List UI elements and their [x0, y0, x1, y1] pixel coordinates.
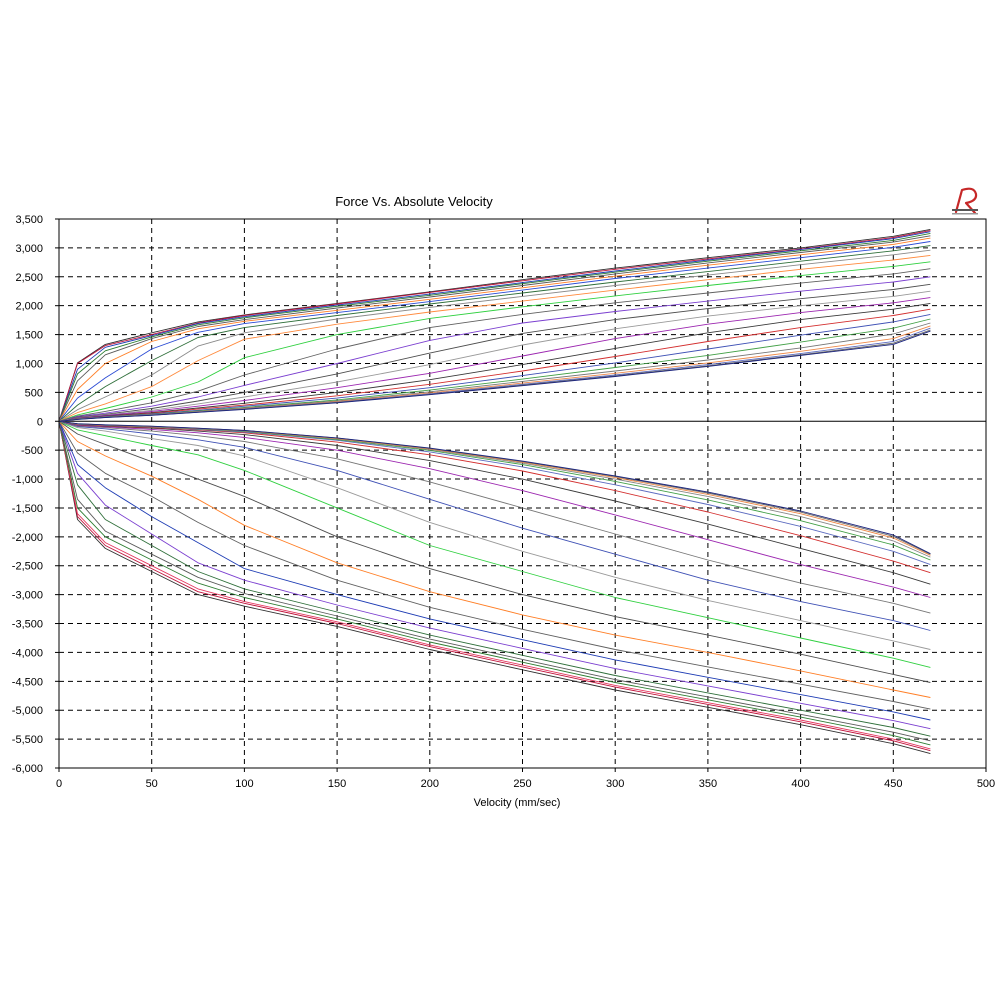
series-line-29 — [58, 421, 931, 746]
series-line-34 — [58, 421, 931, 710]
chart-title: Force Vs. Absolute Velocity — [335, 194, 493, 209]
x-tick-label: 400 — [791, 778, 809, 790]
series-line-33 — [58, 421, 931, 721]
y-tick-label: 1,000 — [15, 358, 43, 370]
series-line-5 — [58, 235, 931, 422]
y-tick-label: -500 — [21, 445, 43, 457]
series-line-49 — [58, 420, 931, 555]
series-line-9 — [58, 249, 931, 422]
y-tick-label: 2,500 — [15, 272, 43, 284]
y-tick-label: -4,500 — [12, 676, 43, 688]
y-tick-label: -2,500 — [12, 561, 43, 573]
series-line-38 — [58, 420, 931, 650]
axes — [55, 218, 987, 772]
x-tick-label: 50 — [146, 778, 158, 790]
x-axis-label: Velocity (mm/sec) — [474, 797, 561, 809]
y-tick-label: -6,000 — [12, 763, 43, 775]
y-tick-label: 2,000 — [15, 301, 43, 313]
x-tick-label: 500 — [977, 778, 995, 790]
series-line-8 — [58, 245, 931, 422]
series-line-25 — [58, 330, 931, 422]
series-line-30 — [58, 421, 931, 742]
series-line-15 — [58, 290, 931, 422]
y-tick-label: 500 — [25, 387, 43, 399]
series-line-36 — [58, 420, 931, 683]
y-tick-labels: 3,500 3,000 2,500 2,000 1,500 1,000 500 0 -500 -1… — [12, 214, 43, 775]
x-tick-label: 300 — [606, 778, 624, 790]
series-lines — [58, 228, 931, 755]
company-logo — [949, 186, 981, 218]
y-tick-label: -5,500 — [12, 734, 43, 746]
y-tick-label: 0 — [37, 416, 43, 428]
series-line-11 — [58, 261, 931, 422]
series-line-39 — [58, 420, 931, 631]
series-line-17 — [58, 302, 931, 422]
x-tick-label: 0 — [56, 778, 62, 790]
series-line-2 — [58, 230, 931, 422]
series-line-32 — [58, 421, 931, 730]
series-line-4 — [58, 232, 931, 422]
series-line-40 — [58, 420, 931, 614]
series-line-21 — [58, 322, 931, 422]
y-tick-label: -1,000 — [12, 474, 43, 486]
series-line-44 — [58, 420, 931, 566]
x-tick-labels: 0 50 100 150 200 250 300 350 400 450 500 — [56, 778, 995, 790]
y-tick-label: -4,000 — [12, 647, 43, 659]
series-line-7 — [58, 241, 931, 422]
x-tick-label: 250 — [513, 778, 531, 790]
series-line-48 — [58, 420, 931, 555]
series-line-27 — [58, 421, 931, 752]
series-line-24 — [58, 329, 931, 422]
y-tick-label: -2,000 — [12, 532, 43, 544]
y-tick-label: 3,000 — [15, 243, 43, 255]
series-line-37 — [58, 420, 931, 668]
series-line-35 — [58, 420, 931, 698]
y-tick-label: 1,500 — [15, 330, 43, 342]
series-line-10 — [58, 254, 931, 422]
series-line-42 — [58, 420, 931, 585]
series-line-1 — [58, 228, 931, 422]
series-line-26 — [58, 421, 931, 755]
series-line-12 — [58, 268, 931, 422]
x-tick-label: 200 — [421, 778, 439, 790]
series-line-3 — [58, 231, 931, 422]
y-tick-label: -3,500 — [12, 619, 43, 631]
x-tick-label: 450 — [884, 778, 902, 790]
series-line-45 — [58, 420, 931, 561]
series-line-6 — [58, 237, 931, 422]
x-tick-label: 350 — [699, 778, 717, 790]
series-line-16 — [58, 297, 931, 422]
series-line-41 — [58, 420, 931, 598]
y-tick-label: -5,000 — [12, 705, 43, 717]
y-tick-label: -1,500 — [12, 503, 43, 515]
y-tick-label: -3,000 — [12, 590, 43, 602]
series-line-28 — [58, 421, 931, 750]
x-tick-label: 150 — [328, 778, 346, 790]
series-line-31 — [58, 421, 931, 737]
x-tick-label: 100 — [235, 778, 253, 790]
series-line-13 — [58, 276, 931, 422]
series-line-14 — [58, 283, 931, 422]
y-tick-label: 3,500 — [15, 214, 43, 226]
